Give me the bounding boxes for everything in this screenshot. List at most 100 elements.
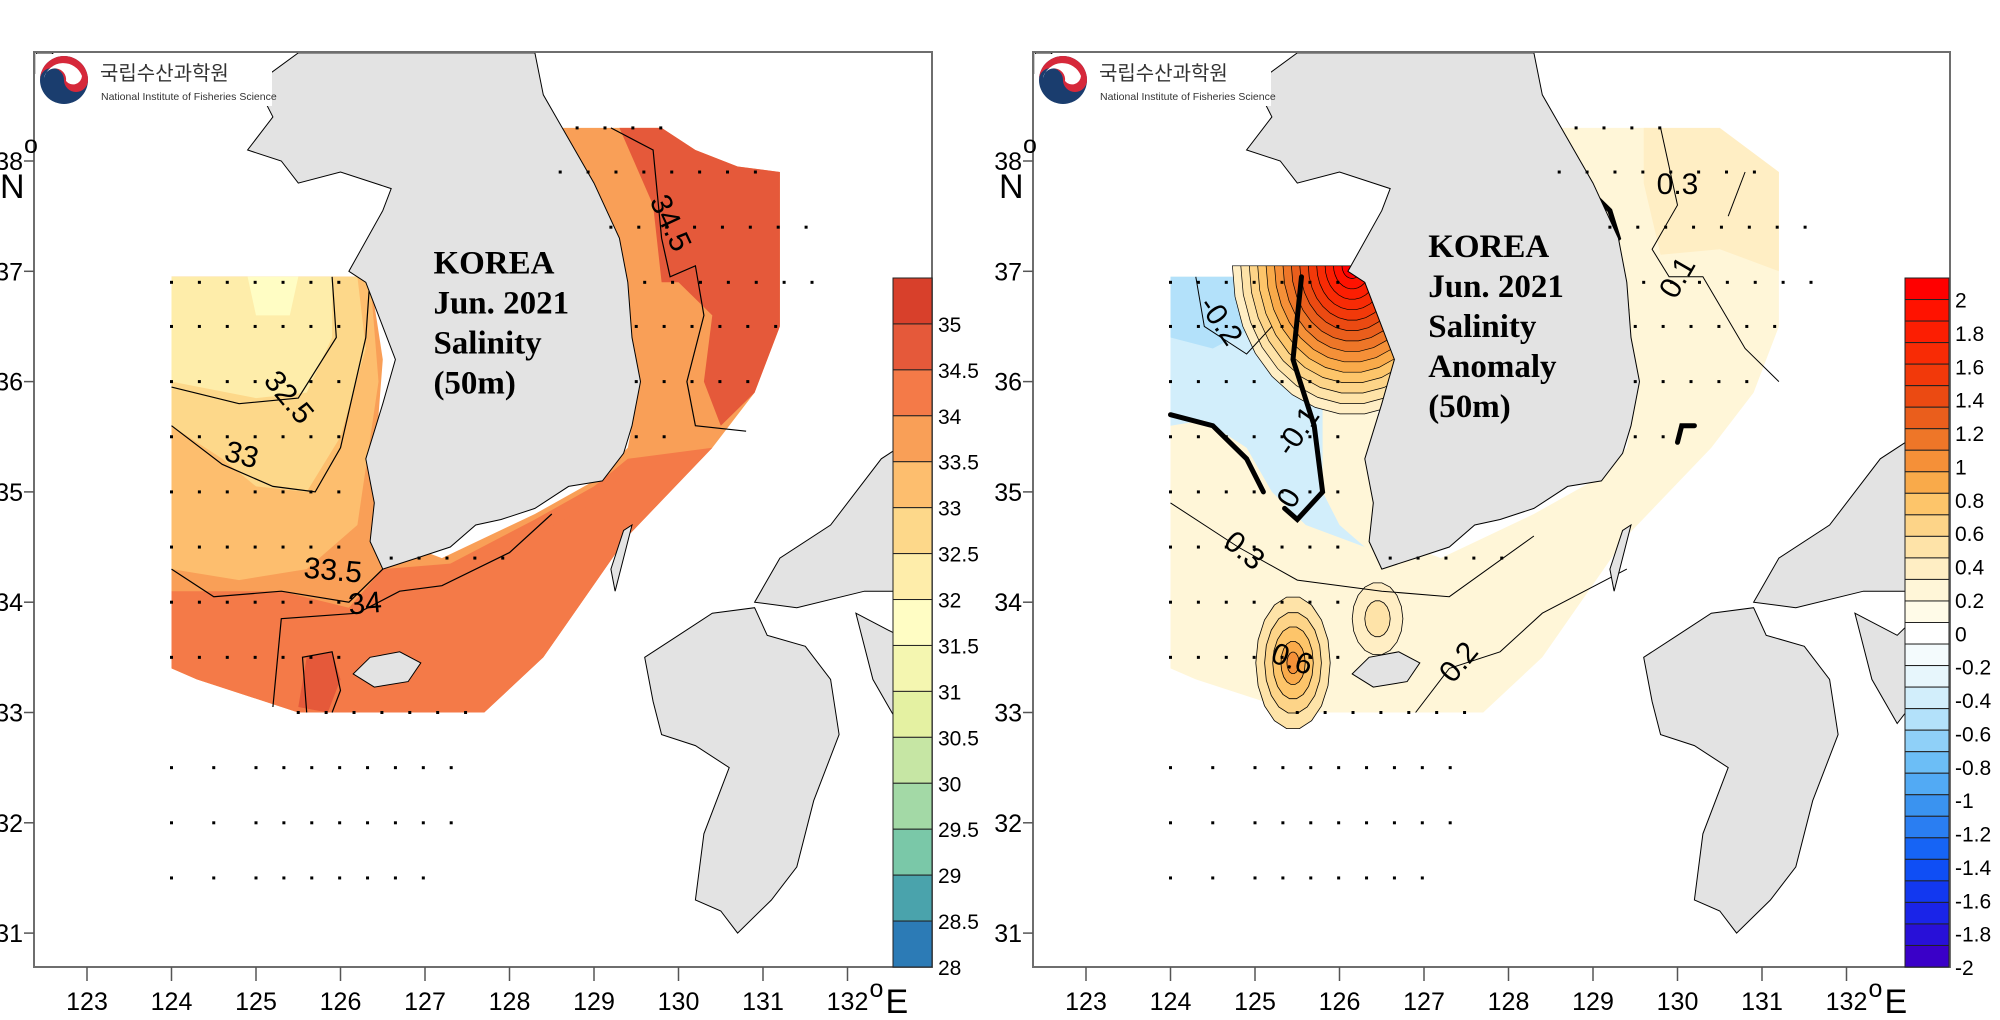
station-dot	[212, 821, 216, 825]
station-dot	[1658, 126, 1662, 130]
station-dot	[324, 711, 328, 714]
station-dot	[1636, 225, 1640, 229]
station-dot	[753, 170, 757, 174]
station-dot	[774, 324, 778, 328]
station-dot	[449, 766, 453, 770]
colorbar-label: 30.5	[938, 727, 979, 750]
colorbar-swatch	[1904, 751, 1950, 774]
contour-line	[301, 651, 342, 713]
station-dot	[1365, 876, 1369, 880]
y-tick-label: 36	[0, 369, 23, 397]
station-dot	[421, 821, 425, 825]
field-base	[171, 127, 780, 713]
station-dot	[662, 435, 666, 439]
station-dot	[337, 324, 341, 328]
station-dot	[281, 280, 285, 284]
x-tick-label: 130	[658, 988, 700, 1016]
station-dot	[634, 324, 638, 328]
station-dot	[637, 225, 641, 229]
y-tick-label: 38	[994, 148, 1022, 176]
station-dot	[1775, 225, 1779, 229]
station-dot	[380, 711, 384, 714]
map-title-line: Salinity	[1428, 309, 1537, 345]
degree-symbol: o	[870, 975, 884, 1003]
station-dot	[197, 545, 201, 549]
station-dot	[366, 876, 370, 880]
station-dot	[281, 545, 285, 549]
institute-logo: 국립수산과학원 National Institute of Fisheries S…	[1035, 54, 1276, 106]
station-dot	[643, 280, 647, 284]
station-dot	[1224, 280, 1228, 284]
contour-line	[1195, 276, 1273, 355]
colorbar-swatch	[1904, 837, 1950, 860]
y-tick-label: 37	[0, 258, 23, 286]
map-title-line: KOREA	[433, 246, 554, 282]
station-dot	[1336, 435, 1340, 439]
station-dot	[1336, 600, 1340, 604]
x-tick-label: 131	[1741, 988, 1783, 1016]
zero-contour	[1168, 412, 1266, 495]
station-dot	[1448, 821, 1452, 825]
station-dot	[197, 380, 201, 384]
colorbar-swatch	[1904, 901, 1950, 925]
station-dot	[1745, 324, 1749, 328]
station-dot	[659, 126, 663, 130]
station-dot	[698, 170, 702, 174]
contour-line	[272, 513, 553, 708]
y-tick-label: 35	[0, 479, 23, 507]
station-dot	[662, 324, 666, 328]
station-dot	[1574, 126, 1578, 130]
station-dot	[1336, 280, 1340, 284]
station-dot	[281, 435, 285, 439]
station-dot	[417, 556, 421, 560]
station-dot	[1309, 821, 1313, 825]
station-dot	[225, 324, 229, 328]
station-dot	[282, 876, 286, 880]
station-dot	[1420, 766, 1424, 770]
station-dot	[1252, 280, 1256, 284]
colorbar-swatch	[1904, 622, 1950, 645]
station-dot	[1308, 324, 1312, 328]
station-dot	[393, 766, 397, 770]
station-dot	[253, 490, 257, 494]
contour-line	[171, 276, 337, 405]
station-dot	[718, 380, 722, 384]
station-dot	[1365, 766, 1369, 770]
colorbar: 35 34.5 34 33.5 33 32.5 32 31.5 31 30.5 30 29.5 29 28…	[892, 277, 979, 980]
station-dot	[170, 545, 173, 549]
station-dot	[197, 490, 201, 494]
station-dot	[1252, 490, 1256, 494]
station-dot	[1472, 556, 1476, 560]
colorbar-label: -0.8	[1955, 757, 1991, 780]
colorbar-swatch	[1904, 772, 1950, 796]
station-dot	[671, 280, 675, 284]
contour-line	[1415, 568, 1628, 713]
y-tick-label: 31	[994, 920, 1022, 948]
station-dot	[1252, 655, 1256, 659]
station-dot	[1308, 655, 1312, 659]
korea-land	[1245, 52, 1641, 570]
station-dot	[1169, 655, 1172, 659]
station-dot	[445, 556, 449, 560]
station-dot	[1420, 821, 1424, 825]
colorbar-label: -1.8	[1955, 924, 1991, 947]
station-dot	[338, 821, 342, 825]
x-tick-label: 131	[742, 988, 784, 1016]
colorbar-label: 1	[1955, 456, 1967, 479]
x-tick-label: 129	[573, 988, 615, 1016]
colorbar-label: -0.6	[1955, 723, 1991, 746]
station-dot	[804, 225, 808, 229]
station-dot	[197, 655, 201, 659]
station-dot	[1661, 435, 1665, 439]
station-dot	[1224, 490, 1228, 494]
station-dot	[642, 170, 646, 174]
station-dot	[1670, 280, 1674, 284]
station-dot	[1463, 711, 1467, 714]
colorbar-label: 32	[938, 590, 961, 613]
x-tick-label: 126	[320, 988, 362, 1016]
station-dot	[1280, 490, 1284, 494]
station-dot	[1803, 225, 1807, 229]
anomaly-blob	[1364, 600, 1391, 638]
station-dot	[1252, 380, 1256, 384]
station-dot	[1280, 380, 1284, 384]
